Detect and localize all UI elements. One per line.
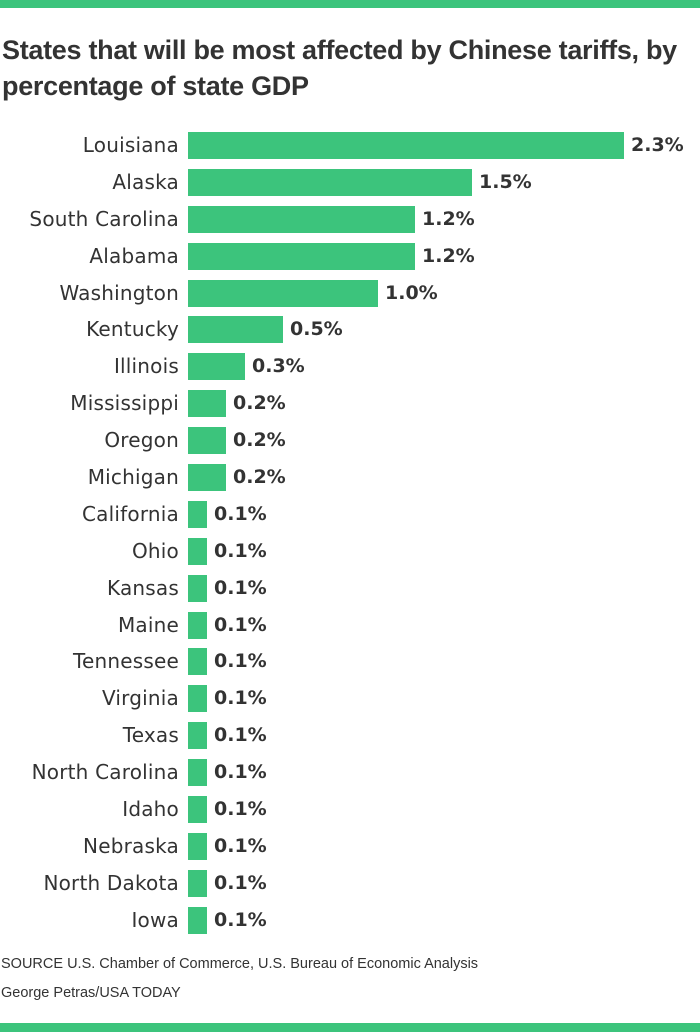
- value-label: 0.1%: [214, 761, 267, 784]
- bar-row: Virginia 0.1%: [0, 680, 700, 717]
- bar-row: Washington 1.0%: [0, 275, 700, 312]
- bar: [188, 205, 415, 233]
- bar: [188, 832, 207, 860]
- bar: [188, 242, 415, 270]
- source-note: SOURCE U.S. Chamber of Commerce, U.S. Bu…: [1, 956, 479, 972]
- bar-row: Maine 0.1%: [0, 607, 700, 644]
- category-label: Alabama: [89, 243, 179, 268]
- bar-row: Iowa 0.1%: [0, 902, 700, 939]
- bar: [188, 464, 226, 492]
- value-label: 1.2%: [422, 244, 475, 267]
- bar: [188, 500, 207, 528]
- bar-row: Idaho 0.1%: [0, 791, 700, 828]
- bar-row: Ohio 0.1%: [0, 533, 700, 570]
- value-label: 0.5%: [290, 318, 343, 341]
- bar: [188, 759, 207, 787]
- bar-row: Alaska 1.5%: [0, 164, 700, 201]
- value-label: 1.2%: [422, 207, 475, 230]
- category-label: Ohio: [131, 538, 179, 563]
- value-label: 0.2%: [233, 466, 286, 489]
- bar: [188, 906, 207, 934]
- bar-row: Illinois 0.3%: [0, 348, 700, 385]
- category-label: Virginia: [101, 686, 179, 711]
- value-label: 0.1%: [214, 576, 267, 599]
- bar: [188, 611, 207, 639]
- category-label: Kansas: [107, 575, 179, 600]
- value-label: 0.1%: [214, 502, 267, 525]
- bar-row: Louisiana 2.3%: [0, 127, 700, 164]
- value-label: 0.1%: [214, 650, 267, 673]
- value-label: 0.2%: [233, 429, 286, 452]
- chart-title: States that will be most affected by Chi…: [2, 35, 677, 101]
- category-label: Nebraska: [83, 833, 179, 858]
- bar: [188, 390, 226, 418]
- value-label: 0.1%: [214, 539, 267, 562]
- category-label: Iowa: [131, 907, 179, 932]
- bar-row: Kansas 0.1%: [0, 570, 700, 607]
- bar-row: North Dakota 0.1%: [0, 865, 700, 902]
- category-label: Texas: [122, 723, 179, 748]
- category-label: Maine: [117, 612, 179, 637]
- bar: [188, 685, 207, 713]
- bar: [188, 168, 472, 196]
- bar-row: Texas 0.1%: [0, 717, 700, 754]
- bar: [188, 648, 207, 676]
- value-label: 0.1%: [214, 687, 267, 710]
- category-label: Kentucky: [86, 317, 179, 342]
- bar: [188, 796, 207, 824]
- bar-row: North Carolina 0.1%: [0, 754, 700, 791]
- bar-row: California 0.1%: [0, 496, 700, 533]
- category-label: North Carolina: [31, 760, 179, 785]
- bar-row: Mississippi 0.2%: [0, 385, 700, 422]
- category-label: South Carolina: [29, 206, 179, 231]
- credit-line: George Petras/USA TODAY: [1, 985, 181, 1001]
- category-label: California: [82, 501, 179, 526]
- category-label: Washington: [59, 280, 179, 305]
- bar: [188, 869, 207, 897]
- bar-row: Kentucky 0.5%: [0, 311, 700, 348]
- bar-row: Michigan 0.2%: [0, 459, 700, 496]
- value-label: 0.3%: [252, 355, 305, 378]
- category-label: Oregon: [104, 428, 179, 453]
- category-label: Michigan: [87, 465, 179, 490]
- bar: [188, 279, 378, 307]
- category-label: Illinois: [113, 354, 179, 379]
- bar-row: Alabama 1.2%: [0, 238, 700, 275]
- bar-row: Nebraska 0.1%: [0, 828, 700, 865]
- bar: [188, 316, 283, 344]
- bar: [188, 353, 245, 381]
- category-label: Idaho: [122, 797, 179, 822]
- value-label: 0.1%: [214, 724, 267, 747]
- category-label: North Dakota: [43, 870, 179, 895]
- value-label: 0.1%: [214, 834, 267, 857]
- bottom-accent-rule: [0, 1023, 700, 1032]
- category-label: Mississippi: [70, 391, 179, 416]
- bar: [188, 722, 207, 750]
- bar-row: South Carolina 1.2%: [0, 201, 700, 238]
- category-label: Louisiana: [82, 133, 179, 157]
- value-label: 1.0%: [385, 281, 438, 304]
- bar: [188, 132, 624, 159]
- category-label: Alaska: [112, 169, 179, 194]
- value-label: 0.1%: [214, 613, 267, 636]
- value-label: 0.2%: [233, 392, 286, 415]
- value-label: 1.5%: [479, 170, 532, 193]
- value-label: 0.1%: [214, 908, 267, 931]
- bar: [188, 574, 207, 602]
- top-accent-rule: [0, 0, 700, 8]
- bar: [188, 427, 226, 455]
- category-label: Tennessee: [72, 649, 179, 674]
- bar-row: Tennessee 0.1%: [0, 643, 700, 680]
- value-label: 2.3%: [631, 134, 684, 156]
- bar-row: Oregon 0.2%: [0, 422, 700, 459]
- value-label: 0.1%: [214, 871, 267, 894]
- bar: [188, 537, 207, 565]
- value-label: 0.1%: [214, 798, 267, 821]
- bar-chart: Louisiana 2.3% Alaska 1.5% South Carolina 1.2…: [0, 127, 700, 939]
